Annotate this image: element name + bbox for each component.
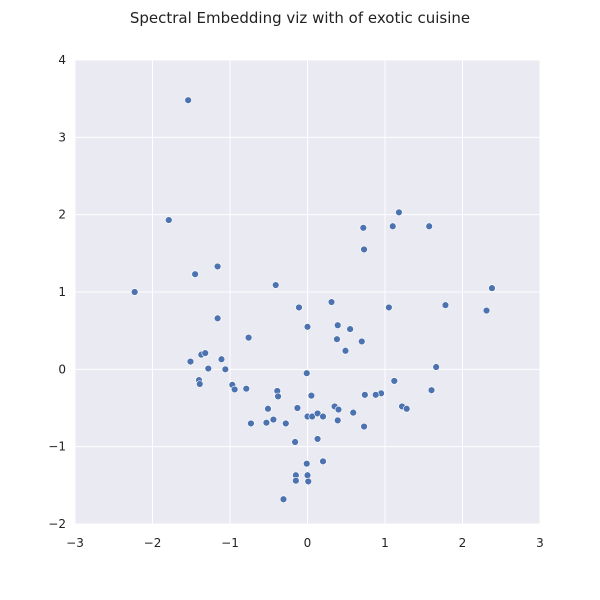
- y-tick-label: 1: [58, 285, 66, 299]
- y-tick-label: −1: [48, 440, 66, 454]
- y-tick-label: 3: [58, 130, 66, 144]
- data-point: [441, 301, 450, 309]
- data-point: [184, 96, 192, 104]
- data-point: [213, 314, 222, 322]
- y-tick-label: −2: [48, 517, 66, 531]
- data-point: [201, 349, 209, 357]
- chart-title: Spectral Embedding viz with of exotic cu…: [129, 9, 471, 27]
- data-point: [327, 298, 336, 306]
- y-tick-label: 4: [58, 53, 66, 67]
- y-tick-label: 0: [58, 362, 66, 376]
- data-point: [341, 347, 350, 355]
- data-point: [372, 391, 380, 399]
- data-point: [427, 386, 436, 394]
- data-point: [186, 357, 195, 366]
- x-tick-label: 1: [381, 536, 389, 550]
- data-point: [358, 337, 366, 346]
- y-tick-label: 2: [58, 208, 66, 222]
- data-point: [269, 415, 278, 424]
- grid-lines: [74, 59, 541, 525]
- data-point: [359, 224, 367, 232]
- data-point: [334, 321, 342, 329]
- data-point: [213, 262, 222, 271]
- data-point: [390, 377, 398, 385]
- data-point: [191, 270, 199, 278]
- data-point: [482, 306, 491, 315]
- data-point: [361, 391, 369, 399]
- x-tick-label: 3: [536, 536, 544, 550]
- data-point: [293, 404, 302, 412]
- x-tick-label: 2: [459, 536, 467, 550]
- y-axis-ticks: −2 −1 0 1 2 3 4: [48, 53, 66, 531]
- data-point: [313, 435, 322, 443]
- data-point: [282, 419, 290, 428]
- x-tick-label: −1: [221, 536, 239, 550]
- data-point: [196, 380, 204, 388]
- data-point: [488, 284, 496, 292]
- x-tick-label: −3: [66, 536, 84, 550]
- x-axis-ticks: −3 −2 −1 0 1 2 3: [66, 536, 544, 550]
- data-point: [303, 471, 312, 479]
- data-point: [333, 335, 341, 343]
- data-point: [304, 477, 312, 486]
- data-point: [303, 369, 311, 377]
- data-point: [395, 208, 403, 217]
- data-point: [221, 365, 230, 374]
- data-point: [292, 476, 300, 485]
- data-point: [217, 355, 226, 363]
- data-point: [360, 245, 368, 254]
- data-point: [244, 333, 253, 342]
- data-point: [319, 457, 327, 466]
- data-point: [230, 385, 239, 394]
- data-point: [403, 405, 411, 413]
- data-point: [334, 416, 342, 425]
- data-point: [272, 281, 280, 289]
- data-point: [303, 459, 311, 468]
- data-point: [274, 392, 282, 401]
- data-point: [291, 438, 299, 446]
- data-point: [346, 325, 354, 333]
- x-tick-label: 0: [304, 536, 312, 550]
- data-point: [295, 303, 303, 312]
- data-point: [262, 418, 271, 427]
- data-point: [389, 222, 397, 230]
- data-points: [130, 96, 496, 503]
- data-point: [165, 216, 173, 224]
- data-point: [279, 495, 288, 503]
- data-point: [204, 364, 213, 373]
- data-point: [432, 363, 440, 371]
- data-point: [334, 405, 343, 414]
- data-point: [307, 391, 316, 400]
- data-point: [264, 405, 272, 413]
- data-point: [319, 412, 327, 421]
- data-point: [303, 323, 312, 331]
- data-point: [242, 384, 250, 393]
- data-point: [360, 422, 368, 431]
- x-tick-label: −2: [144, 536, 162, 550]
- data-point: [247, 419, 255, 428]
- data-point: [425, 222, 433, 230]
- data-point: [385, 303, 393, 312]
- data-point: [130, 288, 139, 296]
- data-point: [349, 408, 357, 417]
